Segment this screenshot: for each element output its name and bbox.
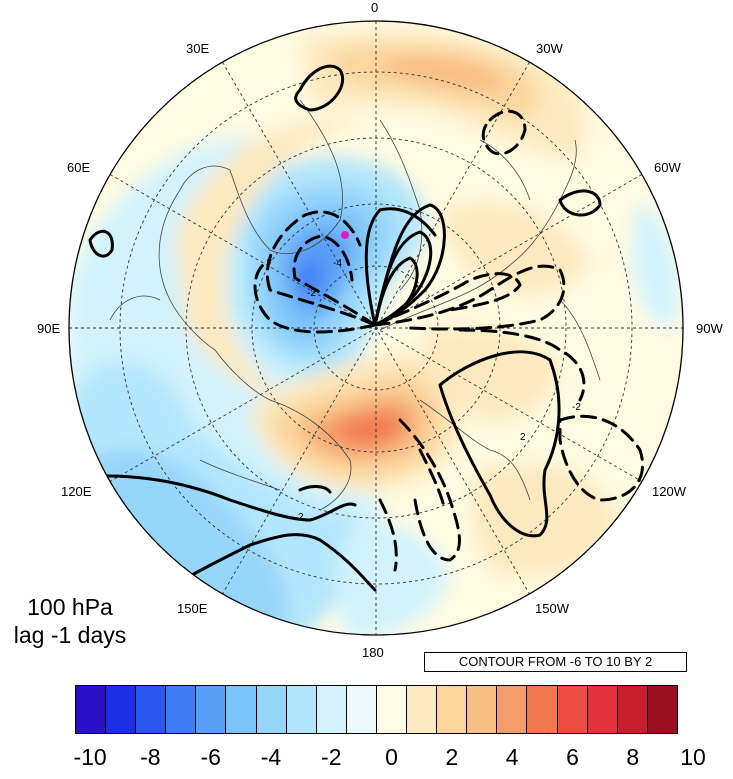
map-boundary [68, 20, 684, 636]
colorbar-tick-label: -4 [260, 744, 282, 770]
colorbar-swatch [527, 686, 558, 733]
longitude-label-150w: 150W [535, 601, 569, 616]
contour-positive [373, 203, 446, 327]
panel-title-level: 100 hPa [27, 594, 113, 620]
contour-positive [364, 207, 437, 327]
contour-positive [148, 533, 377, 602]
colorbar-swatch [76, 686, 107, 733]
contour-lines [69, 64, 602, 602]
colorbar-swatch [376, 686, 408, 733]
colorbar-tick-label: 2 [445, 744, 459, 770]
colorbar-tick-label: 6 [566, 744, 579, 770]
colorbar-swatch [226, 686, 257, 733]
contour-info-box: CONTOUR FROM -6 TO 10 BY 2 [424, 652, 687, 672]
longitude-label-120e: 120E [61, 484, 92, 499]
colorbar-swatch [647, 686, 677, 733]
colorbar-swatch [256, 686, 287, 733]
contour-label: -2 [572, 402, 581, 413]
contour-positive [69, 474, 357, 522]
contour-positive [88, 229, 114, 258]
colorbar-swatch [136, 686, 167, 733]
longitude-label-180: 180 [362, 645, 384, 660]
colorbar-tick-label: -2 [321, 744, 342, 770]
colorbar-tick-label: -8 [140, 744, 161, 770]
contour-positive [298, 485, 332, 494]
shaded-anomaly-field: -2 -4 4 2 2 -2 [69, 21, 683, 635]
colorbar-swatch [316, 686, 347, 733]
contour-label: -2 [307, 288, 316, 299]
longitude-label-60e: 60E [67, 160, 91, 175]
longitude-label-90e: 90E [37, 321, 61, 336]
colorbar-swatch [166, 686, 197, 733]
contour-label: 2 [520, 432, 526, 443]
contour-label: -4 [333, 258, 342, 269]
contour-positive [558, 189, 602, 217]
colorbar [75, 685, 678, 734]
contour-label: 2 [298, 512, 304, 523]
colorbar-swatch [286, 686, 317, 733]
colorbar-swatch [407, 686, 438, 733]
colorbar-swatch [106, 686, 137, 733]
longitude-label-90w: 90W [696, 321, 723, 336]
coastlines [109, 99, 601, 511]
colorbar-tick-label: 8 [626, 744, 640, 770]
location-marker [341, 231, 349, 239]
colorbar-tick-label: -6 [200, 744, 221, 770]
colorbar-swatch [497, 686, 528, 733]
colorbar-swatch [617, 686, 648, 733]
longitude-label-150e: 150E [177, 601, 208, 616]
contour-positive [373, 256, 419, 327]
contour-positive [438, 350, 561, 538]
colorbar-swatch [196, 686, 227, 733]
colorbar-tick-label: -10 [73, 744, 107, 770]
longitude-label-0: 0 [371, 0, 379, 15]
longitude-label-30w: 30W [536, 41, 563, 56]
colorbar-swatch [467, 686, 498, 733]
graticule [69, 21, 683, 635]
contour-label: 4 [414, 284, 420, 295]
colorbar-swatch [587, 686, 618, 733]
colorbar-tick-label: 10 [680, 744, 706, 770]
longitude-label-30e: 30E [186, 41, 210, 56]
longitude-label-120w: 120W [652, 484, 686, 499]
panel-title-lag: lag -1 days [13, 622, 127, 648]
colorbar-tick-label: 0 [385, 744, 398, 770]
contour-positive [294, 64, 345, 112]
longitude-label-60w: 60W [654, 160, 681, 175]
colorbar-tick-label: 4 [505, 744, 519, 770]
contour-lines-negative [253, 109, 645, 572]
colorbar-swatch [346, 686, 377, 733]
colorbar-swatch [557, 686, 588, 733]
colorbar-swatch [437, 686, 468, 733]
